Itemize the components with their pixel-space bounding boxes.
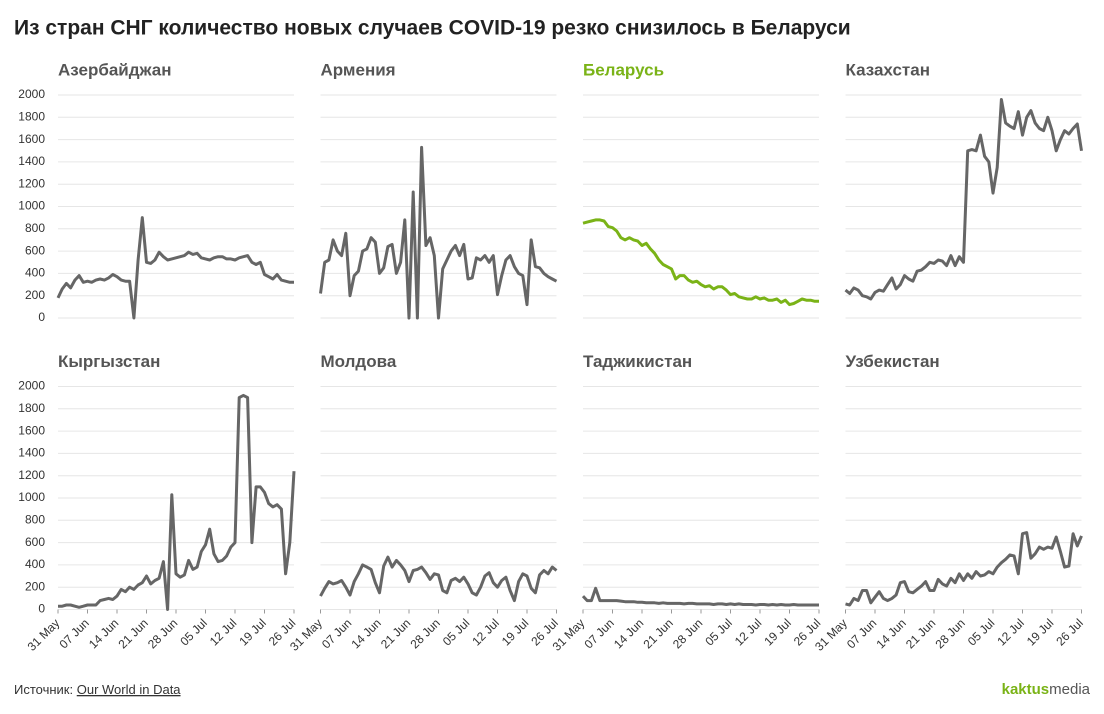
source-label: Источник:: [14, 682, 73, 697]
y-tick-label: 600: [25, 243, 45, 257]
series-line: [319, 555, 558, 603]
x-tick-label: 26 Jul: [1053, 616, 1086, 649]
x-tick-label: 05 Jul: [965, 616, 998, 649]
y-tick-label: 200: [25, 579, 45, 593]
panel-title: Армения: [321, 60, 396, 79]
y-tick-label: 0: [38, 602, 45, 616]
y-tick-label: 600: [25, 535, 45, 549]
panel-title: Таджикистан: [583, 352, 692, 371]
x-tick-label: 19 Jul: [236, 616, 269, 649]
source-link[interactable]: Our World in Data: [77, 682, 182, 697]
x-tick-label: 28 Jun: [407, 616, 442, 651]
y-tick-label: 800: [25, 221, 45, 235]
x-tick-label: 07 Jun: [581, 616, 616, 651]
panel-title: Молдова: [321, 352, 397, 371]
x-tick-label: 12 Jul: [207, 616, 240, 649]
x-tick-label: 05 Jul: [440, 616, 473, 649]
y-tick-label: 800: [25, 512, 45, 526]
source: Источник: Our World in Data: [14, 682, 181, 697]
y-tick-label: 0: [38, 310, 45, 324]
y-tick-label: 1200: [18, 176, 45, 190]
y-tick-label: 1000: [18, 490, 45, 504]
x-tick-label: 21 Jun: [903, 616, 938, 651]
panel-title: Узбекистан: [846, 352, 940, 371]
y-tick-label: 1400: [18, 446, 45, 460]
series-line: [58, 393, 296, 611]
logo-media: media: [1049, 681, 1091, 698]
panel-title: Азербайджан: [58, 60, 172, 79]
y-tick-label: 400: [25, 557, 45, 571]
x-tick-label: 28 Jun: [932, 616, 967, 651]
y-tick-label: 1800: [18, 401, 45, 415]
x-tick-label: 31 May: [25, 616, 63, 654]
x-tick-label: 21 Jun: [640, 616, 675, 651]
x-tick-label: 19 Jul: [761, 616, 794, 649]
x-tick-label: 28 Jun: [145, 616, 180, 651]
y-tick-label: 2000: [18, 87, 45, 101]
x-tick-label: 19 Jul: [1024, 616, 1057, 649]
x-tick-label: 28 Jun: [670, 616, 705, 651]
panel-title: Казахстан: [846, 60, 930, 79]
series-line: [582, 218, 819, 307]
y-tick-label: 1800: [18, 109, 45, 123]
x-tick-label: 12 Jul: [469, 616, 502, 649]
x-tick-label: 12 Jul: [994, 616, 1027, 649]
x-tick-label: 07 Jun: [844, 616, 879, 651]
x-tick-label: 21 Jun: [378, 616, 413, 651]
x-tick-label: 14 Jun: [348, 616, 383, 651]
series-line: [845, 531, 1083, 607]
x-tick-label: 07 Jun: [56, 616, 91, 651]
y-tick-label: 1600: [18, 423, 45, 437]
y-tick-label: 1200: [18, 468, 45, 482]
y-tick-label: 1000: [18, 199, 45, 213]
series-line: [844, 98, 1083, 301]
y-tick-label: 400: [25, 266, 45, 280]
x-tick-label: 14 Jun: [611, 616, 646, 651]
y-tick-label: 2000: [18, 379, 45, 393]
logo: kaktusmedia: [1002, 681, 1091, 698]
x-tick-label: 07 Jun: [319, 616, 354, 651]
x-tick-label: 12 Jul: [732, 616, 765, 649]
y-tick-label: 1600: [18, 132, 45, 146]
x-tick-label: 14 Jun: [873, 616, 908, 651]
x-tick-label: 14 Jun: [86, 616, 121, 651]
y-tick-label: 1400: [18, 154, 45, 168]
x-tick-label: 05 Jul: [177, 616, 210, 649]
series-line: [56, 216, 294, 320]
panel-title: Беларусь: [583, 60, 664, 79]
x-tick-label: 19 Jul: [499, 616, 532, 649]
x-tick-label: 05 Jul: [702, 616, 735, 649]
panel-title: Кыргызстан: [58, 352, 160, 371]
logo-kaktus: kaktus: [1002, 681, 1050, 698]
series-line: [581, 586, 819, 607]
y-tick-label: 200: [25, 288, 45, 302]
x-tick-label: 21 Jun: [115, 616, 150, 651]
series-line: [319, 145, 558, 320]
chart-title: Из стран СНГ количество новых случаев CO…: [14, 17, 851, 40]
